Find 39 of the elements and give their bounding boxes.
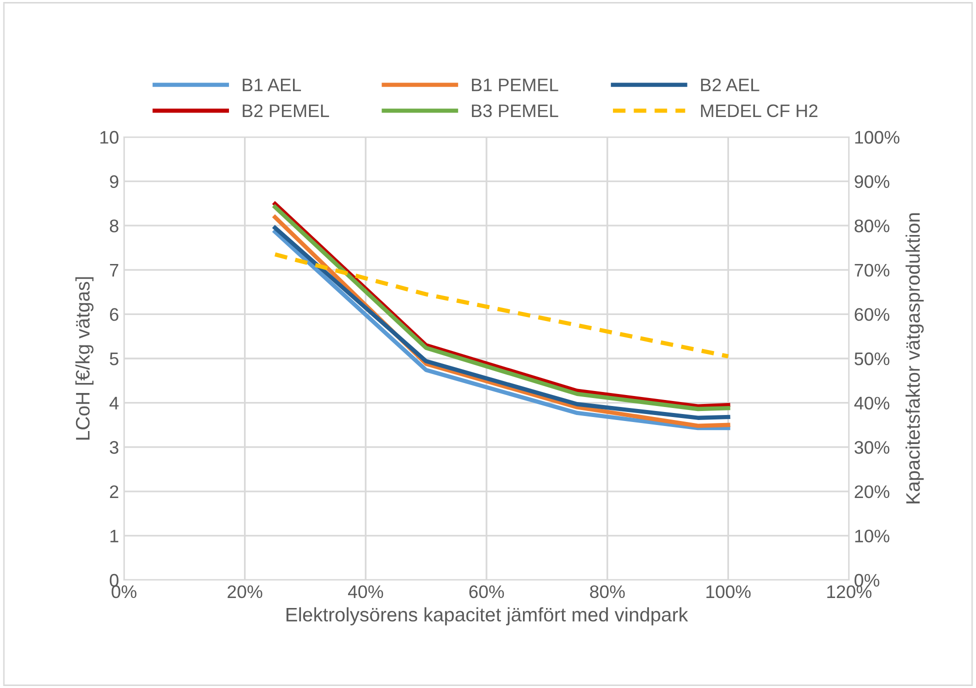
y-tick-label: 8 [110,220,118,232]
y-tick-label: 10 [100,130,118,144]
y2-axis-title: Kapacitetsfaktor vätgasproduktion [906,213,924,504]
y2-tick-label: 80% [854,220,890,232]
x-tick-label: 0% [112,585,136,598]
y2-tick-label: 20% [854,485,890,498]
x-axis-title: Elektrolysörens kapacitet jämfört med vindpark [286,607,688,626]
x-tick-label: 120% [827,585,872,598]
x-tick-label: 100% [706,585,751,598]
y-tick-label: 9 [110,175,118,188]
y2-tick-label: 60% [854,308,890,321]
x-tick-label: 60% [469,585,504,598]
legend-label: B1 AEL [242,78,301,92]
y2-tick-label: 40% [854,396,890,410]
x-tick-label: 20% [228,585,262,598]
y2-tick-label: 70% [854,264,890,277]
legend-label: B2 AEL [701,78,760,92]
legend-label: B1 PEMEL [472,78,558,92]
y2-tick-label: 30% [854,441,890,454]
y2-tick-label: 100% [855,130,900,144]
y-tick-label: 7 [110,264,118,276]
y2-tick-label: 50% [854,352,890,366]
y-tick-label: 0 [110,574,118,587]
legend-label: B3 PEMEL [472,104,558,118]
y-axis-title: LCoH [€/kg vätgas] [75,277,94,440]
line-series [272,252,730,358]
y2-tick-label: 90% [854,175,890,188]
legend-label: MEDEL CF H2 [701,104,818,118]
x-tick-label: 80% [590,585,625,598]
y-tick-label: 3 [110,441,118,454]
y2-tick-label: 0% [854,574,880,587]
y-tick-label: 6 [110,308,118,321]
y2-tick-label: 10% [855,530,890,542]
x-tick-label: 40% [348,585,384,598]
y-tick-label: 2 [110,485,118,498]
legend-label: B2 PEMEL [242,104,330,118]
y-tick-label: 1 [110,530,118,542]
y-tick-label: 4 [110,396,119,410]
y-tick-label: 5 [110,352,118,366]
